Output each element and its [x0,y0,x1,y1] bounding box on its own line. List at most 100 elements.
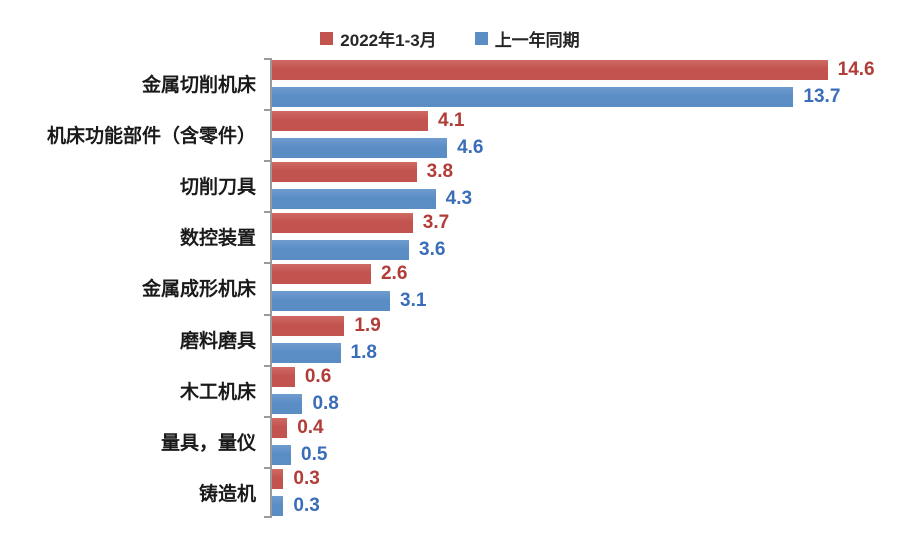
category-bars: 0.6 0.8 [270,364,900,416]
category-label: 金属切削机床 [141,75,256,97]
category-row: 量具，量仪 0.4 0.5 [0,415,900,467]
bar-prev-year [272,495,284,516]
category-row: 金属切削机床 14.6 13.7 [0,58,900,110]
bar-line: 3.7 [272,212,900,234]
category-row: 切削刀具 3.8 4.3 [0,160,900,212]
chart-legend: 2022年1-3月 上一年同期 [0,26,900,51]
value-label: 1.9 [354,314,381,336]
category-bars: 2.6 3.1 [270,262,900,314]
value-label: 3.1 [400,290,427,312]
bar-line: 0.3 [272,468,900,490]
axis-tick [264,160,271,162]
bar-prev-year [272,189,436,210]
bar-line: 3.6 [272,239,900,261]
bar-2022 [272,468,284,489]
value-label: 0.8 [312,392,339,414]
axis-tick [264,416,271,418]
category-label: 金属成形机床 [141,279,256,301]
category-bars: 3.8 4.3 [270,160,900,212]
bar-2022 [272,111,429,132]
category-label: 切削刀具 [179,177,256,199]
axis-tick [264,467,271,469]
plot-area: 金属切削机床 14.6 13.7 机床功能部件（含零件） 4.1 4.6 切削刀具 3.8 4.… [0,58,900,518]
bar-line: 2.6 [272,263,900,285]
category-label: 磨料磨具 [179,330,256,352]
value-label: 2.6 [380,263,408,285]
value-label: 0.5 [301,443,328,465]
value-label: 14.6 [837,59,875,81]
bar-2022 [272,213,413,234]
bar-prev-year [272,342,341,363]
bar-2022 [272,60,828,81]
bar-2022 [272,264,371,285]
value-label: 13.7 [803,86,841,108]
axis-tick [264,58,271,60]
legend-label-2022: 2022年1-3月 [340,31,437,50]
bar-line: 1.9 [272,315,900,337]
bar-line: 0.8 [272,393,900,415]
category-label: 木工机床 [179,381,256,403]
value-label: 3.7 [422,212,450,234]
axis-tick [264,109,271,111]
category-row: 金属成形机床 2.6 3.1 [0,262,900,314]
legend-item-prev-year: 上一年同期 [474,26,580,51]
bar-2022 [272,417,288,438]
category-label: 数控装置 [179,228,256,250]
category-row: 铸造机 0.3 0.3 [0,466,900,518]
bar-prev-year [272,240,410,261]
category-row: 木工机床 0.6 0.8 [0,364,900,416]
legend-label-prev-year: 上一年同期 [494,31,580,50]
value-label: 0.3 [293,467,320,489]
category-bars: 0.3 0.3 [270,466,900,518]
legend-swatch-red [320,32,334,45]
category-bars: 14.6 13.7 [270,58,900,110]
bar-line: 0.6 [272,366,900,388]
bar-line: 4.6 [272,137,900,159]
category-label: 机床功能部件（含零件） [46,126,256,148]
bar-prev-year [272,291,390,312]
bar-line: 14.6 [272,59,900,81]
category-label: 铸造机 [198,483,256,505]
bar-line: 13.7 [272,86,900,108]
bar-line: 1.8 [272,342,900,364]
value-label: 4.6 [457,137,484,159]
axis-tick [264,365,271,367]
bar-prev-year [272,87,794,108]
bar-line: 4.3 [272,188,900,210]
value-label: 0.4 [297,416,324,438]
bar-prev-year [272,444,292,465]
category-row: 磨料磨具 1.9 1.8 [0,313,900,365]
bar-line: 3.1 [272,290,900,312]
value-label: 3.6 [419,239,446,261]
value-label: 1.8 [350,341,377,363]
bar-line: 0.5 [272,444,900,466]
category-bars: 0.4 0.5 [270,415,900,467]
axis-tick [264,211,271,213]
category-row: 数控装置 3.7 3.6 [0,211,900,263]
bar-line: 0.4 [272,417,900,439]
value-label: 0.6 [304,365,332,387]
axis-tick [264,262,271,264]
category-bars: 4.1 4.6 [270,109,900,161]
category-row: 机床功能部件（含零件） 4.1 4.6 [0,109,900,161]
category-label: 量具，量仪 [160,432,256,454]
value-label: 4.3 [445,188,473,210]
value-label: 4.1 [438,110,465,132]
value-label: 3.8 [426,161,454,183]
bar-line: 0.3 [272,495,900,517]
bar-2022 [272,162,417,183]
axis-tick [264,516,271,518]
bar-prev-year [272,138,448,159]
bar-line: 3.8 [272,161,900,183]
legend-item-2022: 2022年1-3月 [320,26,437,51]
bar-prev-year [272,393,303,414]
bar-2022 [272,366,295,387]
bar-2022 [272,315,345,336]
value-label: 0.3 [293,494,320,516]
legend-swatch-blue [474,32,488,45]
category-bars: 1.9 1.8 [270,313,900,365]
bar-line: 4.1 [272,110,900,132]
category-bars: 3.7 3.6 [270,211,900,263]
axis-tick [264,314,271,316]
